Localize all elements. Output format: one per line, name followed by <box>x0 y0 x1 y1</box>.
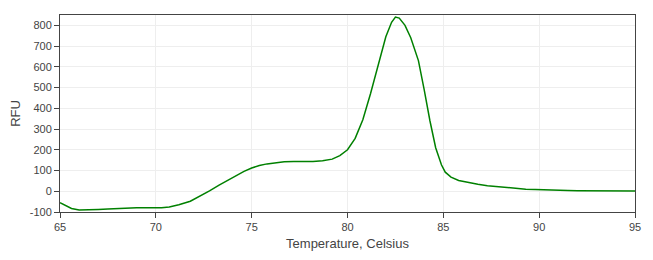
svg-text:100: 100 <box>33 164 51 176</box>
svg-text:80: 80 <box>341 221 353 233</box>
svg-text:RFU: RFU <box>8 100 23 127</box>
svg-text:300: 300 <box>33 123 51 135</box>
svg-text:500: 500 <box>33 81 51 93</box>
svg-text:800: 800 <box>33 19 51 31</box>
svg-text:Temperature, Celsius: Temperature, Celsius <box>286 236 409 251</box>
svg-text:65: 65 <box>54 221 66 233</box>
svg-text:400: 400 <box>33 102 51 114</box>
svg-text:95: 95 <box>629 221 641 233</box>
svg-text:70: 70 <box>150 221 162 233</box>
svg-text:200: 200 <box>33 144 51 156</box>
svg-text:75: 75 <box>246 221 258 233</box>
svg-text:85: 85 <box>437 221 449 233</box>
svg-text:600: 600 <box>33 61 51 73</box>
svg-text:0: 0 <box>46 185 52 197</box>
svg-text:-100: -100 <box>30 206 52 218</box>
svg-text:90: 90 <box>533 221 545 233</box>
svg-text:700: 700 <box>33 40 51 52</box>
